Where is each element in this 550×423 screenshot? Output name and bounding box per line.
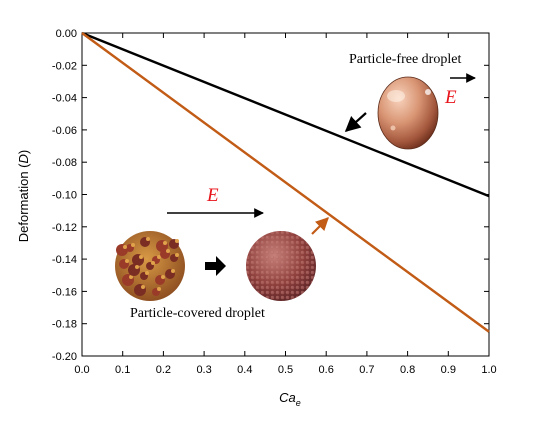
x-tick-label: 1.0 (481, 364, 496, 376)
y-tick-label: -0.14 (52, 254, 77, 266)
particle-highlight (139, 255, 143, 259)
particle-highlight (157, 255, 161, 259)
particle-highlight (129, 275, 133, 279)
data-series (81, 31, 490, 333)
field-label-top: E (444, 87, 457, 108)
particle-highlight (175, 253, 179, 257)
pointer-arrow-orange (311, 217, 329, 235)
y-tick-label: -0.06 (52, 125, 77, 137)
droplet-image (377, 76, 439, 150)
x-tick-label: 0.8 (400, 364, 415, 376)
y-tick-label: -0.10 (52, 190, 77, 202)
droplet-glint (390, 125, 396, 131)
x-tick-label: 0.0 (74, 364, 89, 376)
x-tick-label: 0.2 (156, 364, 171, 376)
particle-highlight (145, 271, 149, 275)
x-tick-label: 0.9 (441, 364, 456, 376)
y-tick-label: -0.08 (52, 157, 77, 169)
particle-highlight (163, 241, 167, 245)
particle-blobs (116, 237, 179, 296)
y-tick-label: 0.00 (56, 28, 77, 40)
particle-highlight (123, 245, 127, 249)
particle-highlight (135, 265, 139, 269)
particle-highlight (161, 275, 165, 279)
particle-highlight (166, 249, 170, 253)
x-tick-label: 0.1 (115, 364, 130, 376)
transition-arrow-icon (205, 256, 226, 276)
y-tick-label: -0.12 (52, 222, 77, 234)
x-tick-label: 0.3 (196, 364, 211, 376)
droplet-highlight (387, 90, 405, 102)
y-tick-label: -0.04 (52, 93, 77, 105)
particle-covered-droplet-illustration: E Particle-covered droplet (115, 185, 329, 321)
particle-highlight (125, 259, 129, 263)
y-tick-label: -0.20 (52, 351, 77, 363)
particle-highlight (151, 261, 155, 265)
particle-covered-label: Particle-covered droplet (130, 306, 265, 321)
particle-highlight (157, 287, 161, 291)
y-tick-label: -0.16 (52, 286, 77, 298)
droplet-glint (425, 89, 431, 95)
packed-sphere-beads (246, 231, 316, 301)
y-tick-label: -0.02 (52, 60, 77, 72)
particle-free-label: Particle-free droplet (349, 52, 461, 67)
series-line-particle-free (81, 31, 490, 198)
particle-highlight (131, 243, 135, 247)
y-axis-title: Deformation (D) (16, 150, 31, 242)
x-tick-label: 0.6 (319, 364, 334, 376)
y-tick-label: -0.18 (52, 319, 77, 331)
particle-highlight (175, 239, 179, 243)
particle-free-droplet-illustration: Particle-free droplet E (344, 52, 476, 150)
particle-highlight (141, 285, 145, 289)
x-tick-label: 0.4 (237, 364, 252, 376)
series-line-particle-covered (81, 32, 490, 333)
x-tick-label: 0.5 (278, 364, 293, 376)
particle-highlight (146, 237, 150, 241)
particle-highlight (171, 269, 175, 273)
field-label-bottom: E (206, 185, 219, 206)
x-tick-label: 0.7 (359, 364, 374, 376)
x-axis-title: Cae (279, 390, 301, 408)
axis-ticks: 0.0 0.1 0.2 0.3 0.4 0.5 0.6 0.7 0.8 0.9 1.0 0.00 -0.… (52, 28, 497, 376)
pointer-arrow-black (344, 112, 367, 133)
